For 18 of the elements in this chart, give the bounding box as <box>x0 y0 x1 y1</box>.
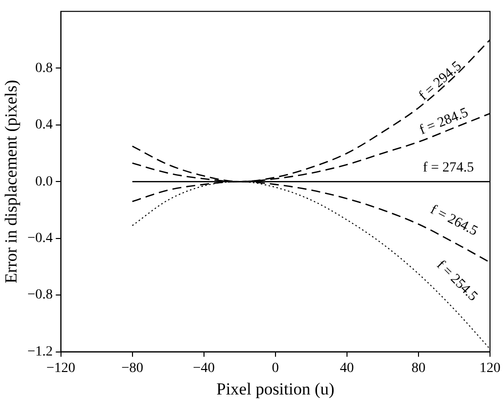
x-tick-label: −120 <box>46 360 76 376</box>
y-tick-label: 0.8 <box>35 60 53 76</box>
x-tick-label: 120 <box>480 360 500 376</box>
text: f = 264.5 <box>428 202 480 240</box>
text: f = 284.5 <box>418 105 470 138</box>
y-axis-title: Error in displacement (pixels) <box>2 80 21 284</box>
x-axis-title: Pixel position (u) <box>216 379 334 398</box>
y-tick-label: 0.0 <box>35 174 53 190</box>
x-tick-label: −40 <box>192 360 215 376</box>
y-tick-label: −0.4 <box>27 231 53 246</box>
x-tick-label: 0 <box>272 360 279 376</box>
x-tick-label: 80 <box>411 360 426 376</box>
y-tick-label: −0.8 <box>27 288 53 303</box>
x-tick-label: 40 <box>340 360 354 376</box>
y-tick-label: 0.4 <box>35 118 53 133</box>
y-tick-label: −1.2 <box>27 344 53 360</box>
x-tick-label: −80 <box>121 360 144 376</box>
series-label: f = 274.5 <box>422 160 474 176</box>
